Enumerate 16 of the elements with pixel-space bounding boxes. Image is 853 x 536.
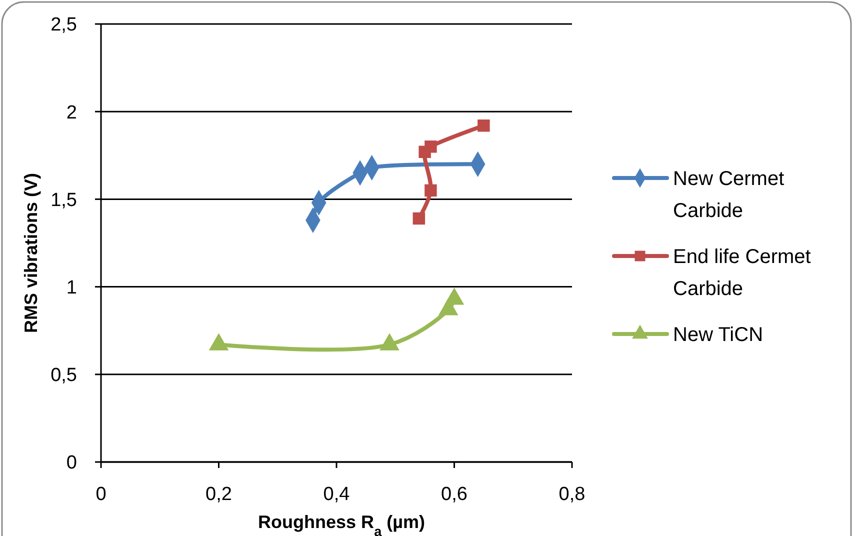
- y-tick-label: 2: [66, 102, 77, 124]
- y-tick-label: 0: [66, 452, 77, 474]
- x-tick-label: 0,2: [206, 484, 232, 505]
- legend-label: New TiCN: [673, 324, 764, 346]
- y-tick-label: 0,5: [50, 365, 77, 386]
- y-axis-title: RMS vibrations (V): [21, 172, 41, 334]
- y-tick-label: 1: [66, 277, 77, 298]
- x-tick-label: 0,6: [441, 484, 468, 505]
- y-tick-label: 1,5: [50, 190, 77, 211]
- legend-label: End life Cermet Carbide: [673, 246, 812, 300]
- legend-label: New Cermet Carbide: [673, 168, 785, 222]
- y-tick-label: 2,5: [50, 14, 77, 36]
- x-tick-label: 0,8: [558, 484, 586, 505]
- x-tick-label: 0: [96, 484, 106, 505]
- x-tick-label: 0,4: [323, 484, 350, 505]
- x-axis-title: Roughness R$_{a}$ (µm): [258, 512, 425, 536]
